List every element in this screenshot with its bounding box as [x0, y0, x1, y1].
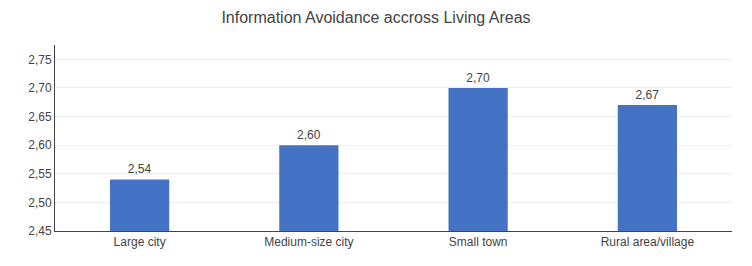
- svg-text:2,45: 2,45: [28, 224, 52, 238]
- svg-text:2,70: 2,70: [466, 71, 490, 85]
- svg-text:Information Avoidance accross: Information Avoidance accross Living Are…: [221, 9, 530, 26]
- svg-text:2,54: 2,54: [128, 162, 152, 176]
- svg-text:2,67: 2,67: [636, 88, 660, 102]
- svg-text:Medium-size city: Medium-size city: [264, 235, 353, 249]
- svg-text:2,75: 2,75: [28, 53, 52, 67]
- svg-text:Large city: Large city: [114, 235, 166, 249]
- svg-text:2,60: 2,60: [28, 138, 52, 152]
- svg-text:Small town: Small town: [449, 235, 508, 249]
- svg-text:Rural area/village: Rural area/village: [601, 235, 695, 249]
- svg-text:2,55: 2,55: [28, 167, 52, 181]
- svg-text:2,60: 2,60: [297, 128, 321, 142]
- svg-text:2,70: 2,70: [28, 81, 52, 95]
- svg-text:2,65: 2,65: [28, 110, 52, 124]
- svg-text:2,50: 2,50: [28, 196, 52, 210]
